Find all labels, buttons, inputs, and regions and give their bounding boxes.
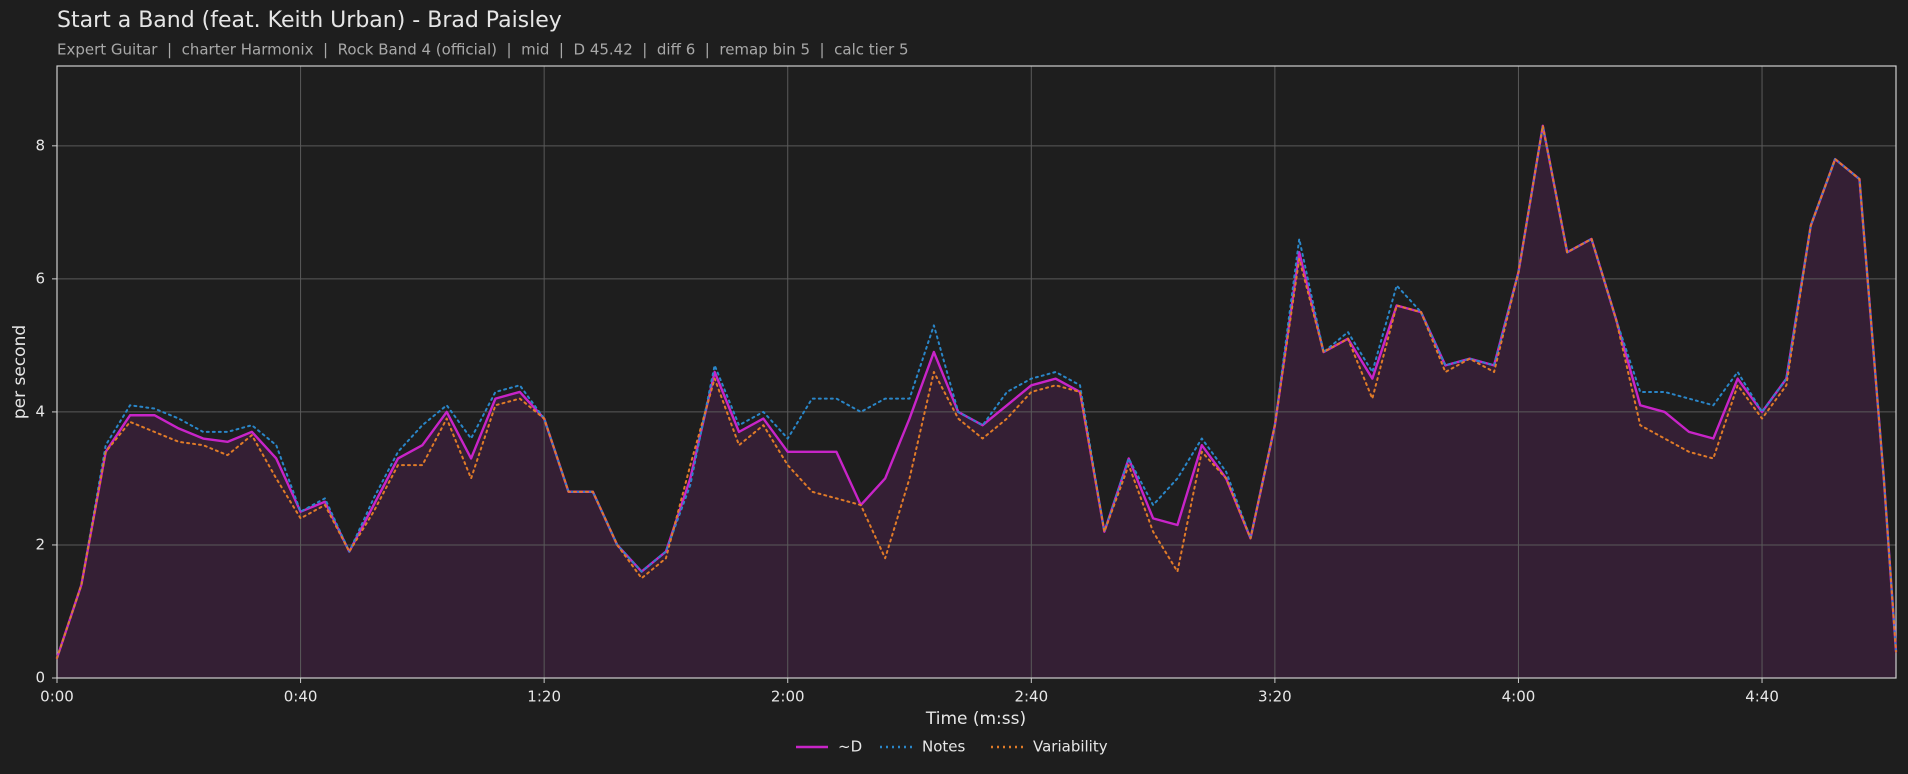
legend-label: Notes: [922, 738, 966, 756]
x-tick-label: 3:20: [1258, 688, 1292, 706]
y-tick-label: 8: [35, 136, 45, 154]
x-tick-label: 2:40: [1014, 688, 1048, 706]
area-fill: [57, 125, 1896, 678]
y-tick-label: 2: [35, 535, 45, 553]
series-line: [56, 124, 1897, 660]
y-axis-label: per second: [10, 325, 30, 419]
chart-subtitle: Expert Guitar | charter Harmonix | Rock …: [57, 41, 909, 59]
x-tick-label: 4:00: [1502, 688, 1536, 706]
y-tick-label: 4: [35, 402, 45, 420]
series-line: [56, 124, 1897, 660]
x-tick-label: 1:20: [527, 688, 561, 706]
y-tick-label: 6: [35, 269, 45, 287]
plot-frame: [56, 65, 1897, 679]
x-tick-label: 0:40: [284, 688, 318, 706]
x-tick-label: 2:00: [771, 688, 805, 706]
x-axis-label: Time (m:ss): [925, 709, 1026, 729]
x-tick-label: 4:40: [1745, 688, 1779, 706]
legend-label: ~D: [838, 738, 862, 756]
y-tick-label: 0: [35, 669, 45, 687]
plot-area: [57, 66, 1896, 678]
legend-label: Variability: [1033, 738, 1108, 756]
x-tick-label: 0:00: [40, 688, 74, 706]
chart-title: Start a Band (feat. Keith Urban) - Brad …: [57, 8, 562, 33]
